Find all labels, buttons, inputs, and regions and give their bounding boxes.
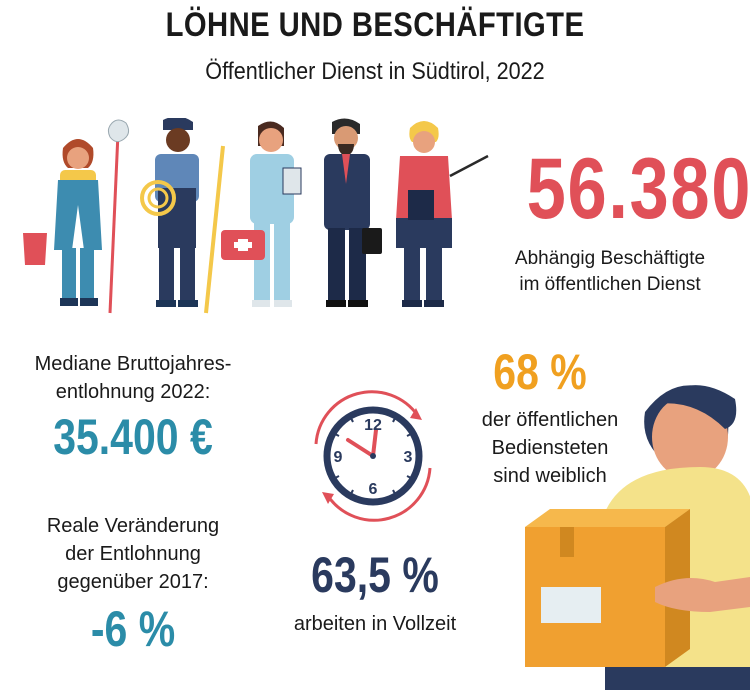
women-label-line3: sind weiblich: [493, 465, 607, 487]
clock-number-6: 6: [369, 481, 378, 498]
women-label-line2: Bediensteten: [491, 437, 609, 459]
page-title: LÖHNE UND BESCHÄFTIGTE: [165, 6, 585, 44]
employees-label-line1: Abhängig Beschäftigte: [514, 248, 706, 269]
page-subtitle: Öffentlicher Dienst in Südtirol, 2022: [205, 58, 545, 85]
salary-label-line2: entlohnung 2022:: [55, 381, 211, 403]
worker-electrician-icon: [140, 118, 225, 314]
real-change-value: -6 %: [90, 601, 176, 657]
clock-icon: 12 3 6 9: [314, 390, 432, 522]
employees-label: Abhängig Beschäftigte im öffentlichen Di…: [485, 246, 735, 298]
fulltime-value: 63,5 %: [311, 547, 439, 603]
women-label-line1: der öffentlichen: [481, 409, 619, 431]
workers-illustration: [23, 118, 489, 314]
worker-cleaner-icon: [23, 119, 130, 314]
clock-number-12: 12: [364, 417, 382, 434]
women-value: 68 %: [493, 344, 587, 400]
women-label: der öffentlichen Bediensteten sind weibl…: [455, 406, 645, 490]
real-change-label-line2: der Entlohnung: [65, 543, 201, 565]
salary-label: Mediane Bruttojahres- entlohnung 2022:: [18, 350, 248, 406]
salary-value: 35.400 €: [53, 409, 213, 465]
businessman-icon: [324, 118, 382, 307]
real-change-label: Reale Veränderung der Entlohnung gegenüb…: [18, 512, 248, 596]
nurse-icon: [221, 121, 302, 307]
fulltime-label: arbeiten in Vollzeit: [293, 613, 457, 635]
employees-value: 56.380: [526, 141, 750, 237]
real-change-label-line3: gegenüber 2017:: [57, 571, 209, 593]
woman-with-box-icon: [525, 385, 750, 690]
clock-number-9: 9: [334, 449, 343, 466]
real-change-label-line1: Reale Veränderung: [46, 515, 220, 537]
employees-label-line2: im öffentlichen Dienst: [519, 274, 701, 295]
teacher-icon: [396, 121, 489, 307]
salary-label-line1: Mediane Bruttojahres-: [34, 353, 232, 375]
clock-number-3: 3: [404, 449, 413, 466]
